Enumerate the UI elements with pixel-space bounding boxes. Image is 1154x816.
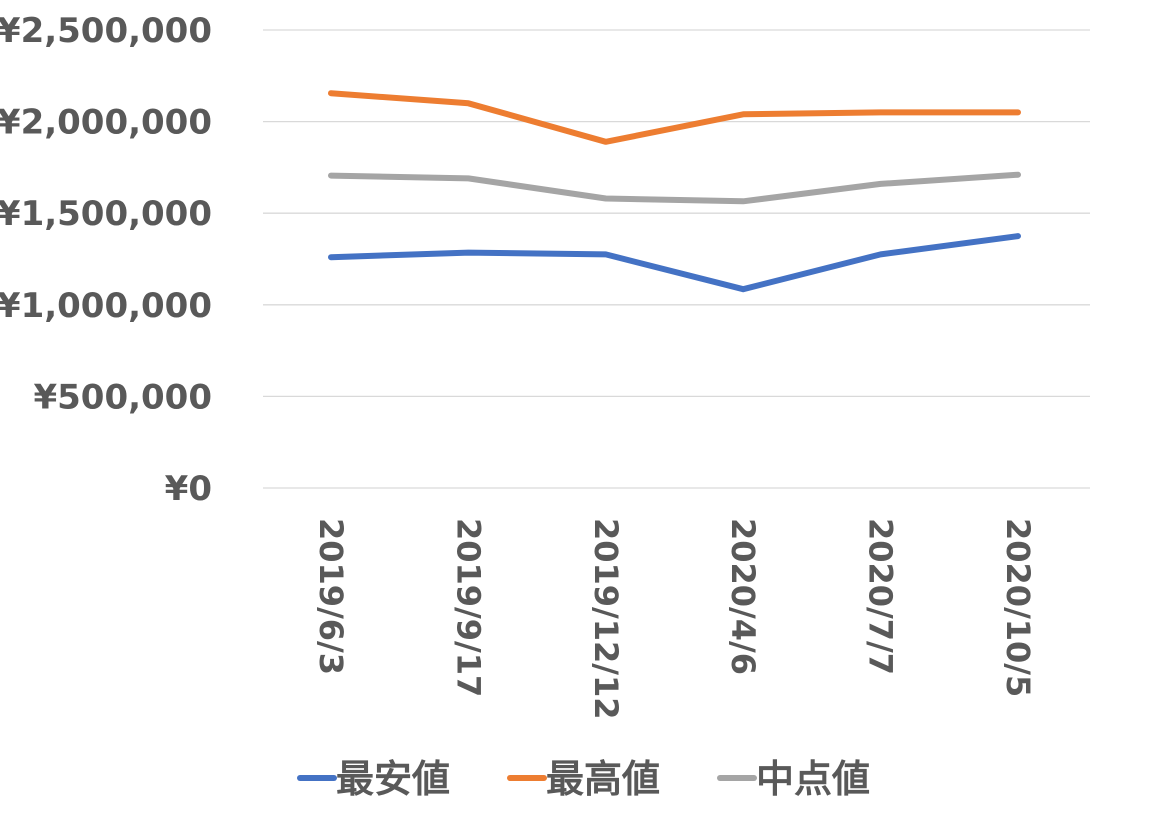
y-tick-label: ¥2,000,000 [0, 103, 212, 143]
y-tick-label: ¥1,500,000 [0, 194, 212, 234]
legend-item: 中点値 [717, 757, 870, 801]
series-line-2 [328, 90, 1021, 145]
legend-item: 最高値 [507, 757, 660, 801]
x-axis-tick-labels: 2019/6/3 2019/9/17 2019/12/12 2020/4/6 2020/… [312, 518, 1037, 720]
x-tick-label: 2020/10/5 [999, 518, 1037, 697]
gridlines [263, 29, 1090, 489]
series-lines [328, 90, 1021, 293]
y-tick-label: ¥500,000 [33, 377, 212, 417]
legend-label: 最高値 [546, 757, 660, 801]
y-tick-label: ¥1,000,000 [0, 286, 212, 326]
series-line-1 [328, 233, 1021, 293]
x-tick-label: 2019/12/12 [587, 518, 625, 720]
x-tick-label: 2020/7/7 [862, 518, 900, 675]
y-axis-tick-labels: ¥0 ¥500,000 ¥1,000,000 ¥1,500,000 ¥2,000,000… [0, 11, 212, 509]
legend: 最安値 最高値 中点値 [297, 757, 870, 801]
x-tick-label: 2019/6/3 [312, 518, 350, 675]
legend-item: 最安値 [297, 757, 450, 801]
legend-label: 中点値 [756, 757, 870, 801]
x-tick-label: 2020/4/6 [724, 518, 762, 675]
series-line-3 [328, 171, 1021, 205]
y-tick-label: ¥2,500,000 [0, 11, 212, 51]
y-tick-label: ¥0 [165, 469, 212, 509]
legend-label: 最安値 [336, 757, 450, 801]
x-tick-label: 2019/9/17 [449, 518, 487, 697]
